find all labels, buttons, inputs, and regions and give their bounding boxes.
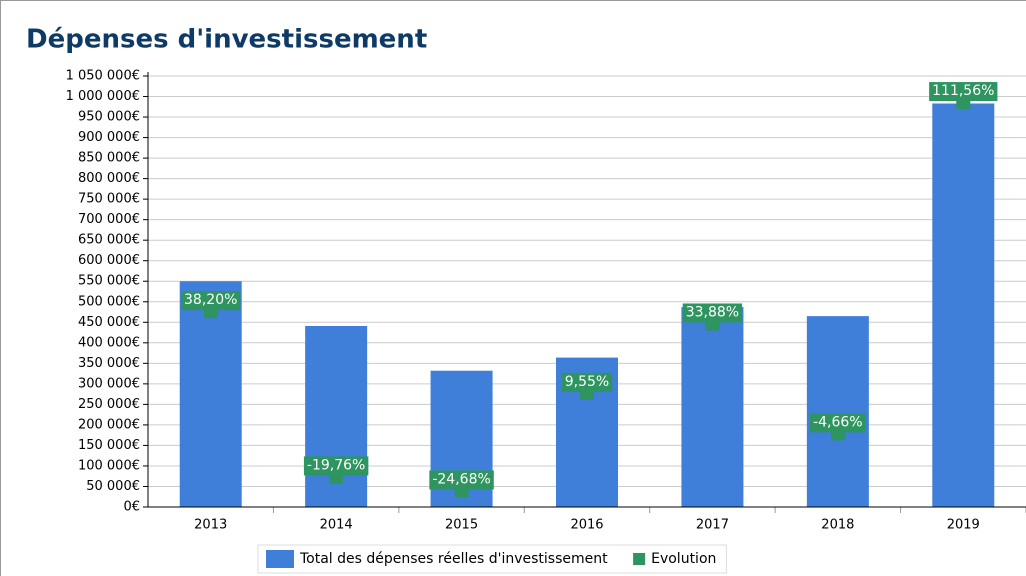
x-tick-label: 2016 (570, 518, 603, 533)
data-label-box (181, 291, 241, 311)
y-tick-label: 600 000€ (78, 253, 140, 268)
data-label-box (810, 413, 866, 433)
y-tick-label: 100 000€ (78, 458, 140, 473)
y-tick-label: 1 000 000€ (66, 89, 140, 104)
bar (932, 103, 995, 508)
y-tick-label: 550 000€ (78, 274, 140, 289)
data-label-box (303, 456, 369, 476)
y-tick-label: 500 000€ (78, 294, 140, 309)
data-label: -19,76% (307, 457, 365, 473)
y-tick-label: 900 000€ (78, 130, 140, 145)
y-tick-label: 50 000€ (86, 479, 140, 494)
data-label-box (682, 303, 743, 323)
y-tick-label: 750 000€ (78, 192, 140, 207)
y-tick-label: 150 000€ (78, 438, 140, 453)
data-label: 38,20% (184, 292, 237, 308)
y-tick-label: 250 000€ (78, 397, 140, 412)
data-label: -24,68% (432, 471, 490, 487)
y-tick-label: 0€ (123, 500, 140, 515)
y-tick-label: 400 000€ (78, 335, 140, 350)
y-tick-label: 1 050 000€ (66, 69, 140, 84)
data-label: 9,55% (565, 374, 609, 390)
y-tick-label: 350 000€ (78, 356, 140, 371)
x-tick-label: 2018 (821, 518, 854, 533)
legend-label: Evolution (651, 551, 716, 567)
x-tick-label: 2017 (696, 518, 729, 533)
legend: Total des dépenses réelles d'investissem… (257, 544, 727, 574)
legend-swatch (633, 553, 646, 565)
legend-swatch (266, 550, 294, 568)
y-tick-label: 300 000€ (78, 376, 140, 391)
y-tick-label: 800 000€ (78, 171, 140, 186)
data-label: 33,88% (686, 304, 739, 320)
y-tick-label: 700 000€ (78, 212, 140, 227)
legend-box (257, 544, 727, 574)
bar (806, 316, 869, 507)
data-label-box (429, 470, 494, 490)
x-tick-label: 2019 (947, 518, 980, 533)
y-tick-label: 200 000€ (78, 417, 140, 432)
x-tick-label: 2014 (320, 518, 353, 533)
x-tick-label: 2013 (194, 518, 227, 533)
data-label: 111,56% (932, 83, 994, 99)
bar (179, 281, 242, 507)
y-tick-label: 850 000€ (78, 151, 140, 166)
data-label-box (929, 82, 998, 102)
legend-label: Total des dépenses réelles d'investissem… (299, 551, 608, 567)
x-tick-label: 2015 (445, 518, 478, 533)
y-tick-label: 950 000€ (78, 110, 140, 125)
y-tick-label: 650 000€ (78, 233, 140, 248)
bar (681, 307, 744, 507)
chart-title: Dépenses d'investissement (26, 25, 427, 55)
data-label: -4,66% (813, 414, 863, 430)
y-tick-label: 450 000€ (78, 315, 140, 330)
data-label-box (561, 372, 613, 392)
